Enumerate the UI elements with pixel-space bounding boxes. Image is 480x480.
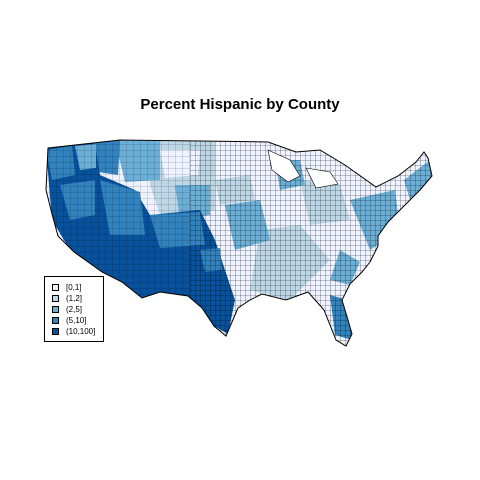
great-lakes [305,167,339,189]
legend-swatch [52,295,59,302]
legend-swatch [52,306,59,313]
legend-label: (2,5] [66,305,83,314]
legend-swatch [52,317,59,324]
legend-swatch [52,284,59,291]
legend-swatch [52,328,59,335]
legend-label: (5,10] [66,316,87,325]
legend-item: (2,5] [52,304,103,315]
legend-item: (10,100] [52,326,103,337]
legend-label: (1,2] [66,294,83,303]
legend-label: (10,100] [66,327,96,336]
legend-item: (1,2] [52,293,103,304]
legend-label: [0,1] [66,283,82,292]
legend-item: (5,10] [52,315,103,326]
legend: [0,1] (1,2] (2,5] (5,10] (10,100] [44,276,104,342]
map-title: Percent Hispanic by County [140,96,340,113]
great-lakes [267,149,301,183]
us-outline [45,139,433,347]
legend-item: [0,1] [52,282,103,293]
